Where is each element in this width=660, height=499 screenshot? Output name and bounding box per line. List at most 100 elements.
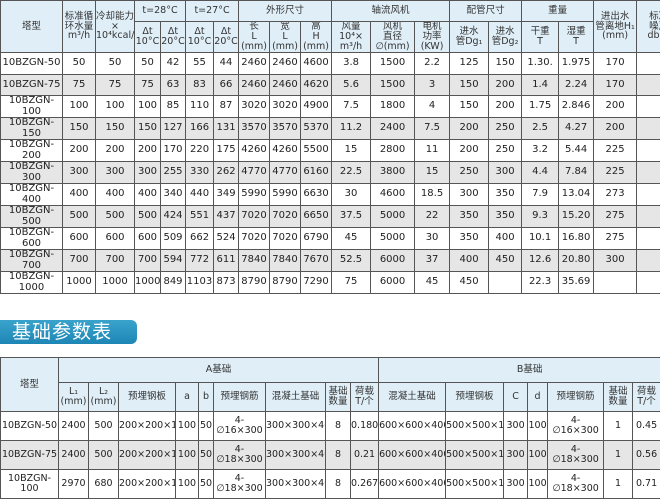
table-cell: 551 <box>186 206 214 228</box>
table-cell: 1000 <box>96 272 135 294</box>
table-cell: 340 <box>161 184 186 206</box>
table-cell: 6630 <box>301 184 332 206</box>
table-cell: 500×500×12 <box>446 412 504 441</box>
table-cell: 75 <box>135 74 161 96</box>
table-cell: 600 <box>96 228 135 250</box>
model-cell: 10BZGN-500 <box>1 206 63 228</box>
table-cell: 2400 <box>371 118 415 140</box>
table-cell: 0.180 <box>351 412 379 441</box>
table-cell: 600 <box>135 228 161 250</box>
table-row: 10BZGN-502400500200×200×12100504-∅16×300… <box>1 412 660 441</box>
table-cell: 424 <box>161 206 186 228</box>
column-header: 混凝土基础 <box>266 383 326 412</box>
column-header: 基础 数量 <box>604 383 633 412</box>
table-cell: 22.3 <box>522 272 559 294</box>
table-cell: 2460 <box>239 53 270 75</box>
table-cell: 15.20 <box>559 206 594 228</box>
table-cell: 35.69 <box>559 272 594 294</box>
column-header: 干重 T <box>522 22 559 53</box>
table-cell: 600×600×400 <box>379 412 446 441</box>
table-cell: 3.8 <box>332 53 371 75</box>
table-cell: 1.975 <box>559 53 594 75</box>
table-cell: 2.24 <box>559 74 594 96</box>
table-cell: 200 <box>594 96 637 118</box>
table-cell: 1500 <box>371 53 415 75</box>
column-header: 高 H (mm) <box>301 22 332 53</box>
table-cell: 175 <box>214 140 239 162</box>
table-cell: 100 <box>96 96 135 118</box>
section-title: 基础参数表 <box>0 320 137 344</box>
table-cell: 50 <box>63 53 96 75</box>
table-cell: 4-∅18×300 <box>548 470 604 499</box>
table-cell: 37 <box>415 250 450 272</box>
table-cell: 450 <box>489 250 522 272</box>
table-cell: 1103 <box>186 272 214 294</box>
column-header: L₂ (mm) <box>89 383 119 412</box>
table-cell: 170 <box>161 140 186 162</box>
table-cell: 200 <box>450 118 489 140</box>
table-cell: 5370 <box>301 118 332 140</box>
table-cell: 7670 <box>301 250 332 272</box>
table-cell: 127 <box>161 118 186 140</box>
table-cell: 125 <box>450 53 489 75</box>
table-cell: 440 <box>186 184 214 206</box>
column-group-header: 重量 <box>522 1 594 22</box>
table-cell: 6790 <box>301 228 332 250</box>
table-cell: 13.04 <box>559 184 594 206</box>
table-cell: 2800 <box>371 140 415 162</box>
table-cell: 7020 <box>239 228 270 250</box>
table-cell: 50 <box>96 53 135 75</box>
table-cell: 200 <box>96 140 135 162</box>
table-cell: 7840 <box>270 250 301 272</box>
column-header: C <box>504 383 528 412</box>
column-header: Δt 10°C <box>186 22 214 53</box>
table-cell: 0.267 <box>351 470 379 499</box>
column-header: 电机 功率 (KW) <box>415 22 450 53</box>
column-group-header: 标准循 环水量 m³/h <box>63 1 96 53</box>
table-cell: 4770 <box>270 162 301 184</box>
table-cell: 10.1 <box>522 228 559 250</box>
column-header: 预埋钢筋 <box>214 383 266 412</box>
table-cell: 45 <box>415 272 450 294</box>
table-cell: 275 <box>594 206 637 228</box>
table-cell: 44 <box>214 53 239 75</box>
table-cell: 3570 <box>270 118 301 140</box>
table-cell: 600 <box>63 228 96 250</box>
model-cell: 10BZGN-400 <box>1 184 63 206</box>
table-cell: 15 <box>415 162 450 184</box>
table-cell: 50 <box>135 53 161 75</box>
table-cell: 1.75 <box>522 96 559 118</box>
table-cell: 66 <box>214 74 239 96</box>
table-cell: 100 <box>528 441 548 470</box>
table-cell: 52.5 <box>332 250 371 272</box>
model-cell: 10BZGN-75 <box>1 441 59 470</box>
table-cell: 55 <box>186 53 214 75</box>
column-header: 荷载 T/个 <box>633 383 660 412</box>
column-header: 进水 管Dg₂ <box>489 22 522 53</box>
table-cell: 2460 <box>239 74 270 96</box>
table-cell: 3800 <box>371 162 415 184</box>
table-cell: 220 <box>186 140 214 162</box>
table-cell: 1 <box>604 470 633 499</box>
table-cell: 4-∅16×300 <box>548 412 604 441</box>
table-cell: 200 <box>135 140 161 162</box>
table-cell: 9.3 <box>522 206 559 228</box>
table-cell: 4900 <box>301 96 332 118</box>
column-group-header: t=27°C <box>186 1 239 22</box>
table-cell: 22.5 <box>332 162 371 184</box>
table-cell: 150 <box>96 118 135 140</box>
table-cell: 0.56 <box>633 441 660 470</box>
table-cell <box>637 228 660 250</box>
table-cell: 500 <box>135 206 161 228</box>
column-header: b <box>199 383 214 412</box>
table-cell: 4-∅18×300 <box>214 470 266 499</box>
table-cell <box>637 74 660 96</box>
table-cell: 7.9 <box>522 184 559 206</box>
column-header: 混凝土基础 <box>379 383 446 412</box>
table-cell: 30 <box>415 228 450 250</box>
